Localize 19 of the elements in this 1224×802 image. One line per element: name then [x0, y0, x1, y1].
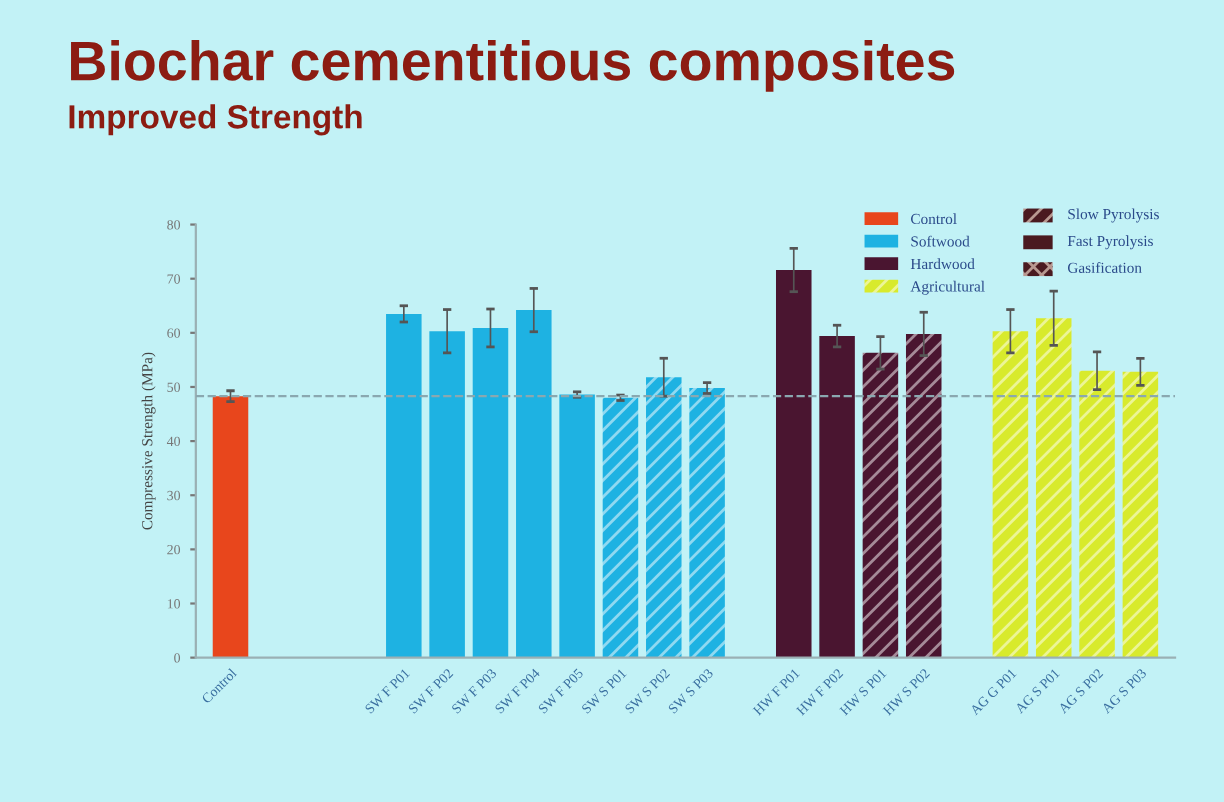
bar: [516, 310, 552, 658]
bar: [1079, 370, 1115, 658]
chart-subtitle: Improved Strength: [69, 104, 362, 136]
bar: [689, 388, 725, 658]
chart-title: Biochar cementitious composites: [71, 39, 955, 92]
bar: [646, 377, 682, 658]
bar: [429, 331, 465, 658]
bar: [386, 313, 422, 658]
bar: [819, 336, 855, 658]
bar: [862, 352, 899, 658]
bar: [602, 397, 639, 658]
bar: [905, 333, 942, 658]
bar: [1035, 318, 1072, 658]
bar: [1122, 371, 1159, 658]
bar: [472, 327, 509, 658]
bar: [559, 394, 595, 658]
bar: [992, 331, 1029, 658]
bar: [775, 270, 812, 658]
bar: [212, 396, 249, 658]
